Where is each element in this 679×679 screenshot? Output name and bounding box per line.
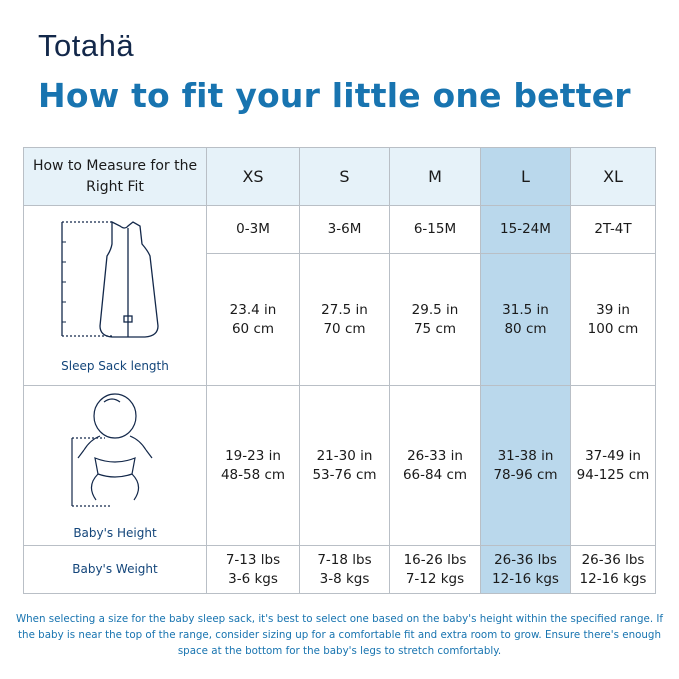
height-l: 31-38 in 78-96 cm [480, 385, 571, 546]
brand-logo: Totahä [38, 28, 135, 63]
size-xs: XS [206, 147, 300, 206]
age-xs: 0-3M [206, 205, 300, 254]
header-row: How to Measure for the Right Fit XS S M … [23, 147, 656, 206]
baby-height-label: Baby's Height [73, 526, 157, 540]
age-row: Sleep Sack length 0-3M 3-6M 6-15M 15-24M… [23, 205, 656, 386]
height-row: Baby's Height 19-23 in 48-58 cm 21-30 in 5… [23, 385, 656, 546]
length-l: 31.5 in 80 cm [480, 253, 571, 386]
baby-height-cell: Baby's Height [23, 385, 207, 546]
age-xl: 2T-4T [570, 205, 656, 254]
length-m: 29.5 in 75 cm [389, 253, 481, 386]
weight-l: 26-36 lbs 12-16 kgs [480, 545, 571, 594]
baby-icon [71, 393, 153, 507]
age-l: 15-24M [480, 205, 571, 254]
weight-s: 7-18 lbs 3-8 kgs [299, 545, 390, 594]
length-s: 27.5 in 70 cm [299, 253, 390, 386]
page-title: How to fit your little one better [38, 76, 631, 115]
sleep-sack-icon [61, 220, 159, 338]
height-xs: 19-23 in 48-58 cm [206, 385, 300, 546]
weight-m: 16-26 lbs 7-12 kgs [389, 545, 481, 594]
sleep-sack-length-label: Sleep Sack length [61, 358, 169, 373]
size-s: S [299, 147, 390, 206]
sleep-sack-cell: Sleep Sack length [23, 205, 207, 386]
age-s: 3-6M [299, 205, 390, 254]
length-xl: 39 in 100 cm [570, 253, 656, 386]
age-m: 6-15M [389, 205, 481, 254]
sizing-note: When selecting a size for the baby sleep… [15, 613, 664, 657]
header-measure: How to Measure for the Right Fit [23, 147, 207, 206]
length-xs: 23.4 in 60 cm [206, 253, 300, 386]
size-m: M [389, 147, 481, 206]
weight-row: Baby's Weight 7-13 lbs 3-6 kgs 7-18 lbs 3-… [23, 545, 656, 594]
height-m: 26-33 in 66-84 cm [389, 385, 481, 546]
height-xl: 37-49 in 94-125 cm [570, 385, 656, 546]
height-s: 21-30 in 53-76 cm [299, 385, 390, 546]
weight-xl: 26-36 lbs 12-16 kgs [570, 545, 656, 594]
size-l: L [480, 147, 571, 206]
length-row: 23.4 in 60 cm 27.5 in 70 cm 29.5 in 75 cm 3… [24, 253, 656, 386]
size-xl: XL [570, 147, 656, 206]
size-chart: How to Measure for the Right Fit XS S M … [23, 147, 656, 594]
weight-xs: 7-13 lbs 3-6 kgs [206, 545, 300, 594]
baby-weight-label: Baby's Weight [23, 545, 207, 594]
